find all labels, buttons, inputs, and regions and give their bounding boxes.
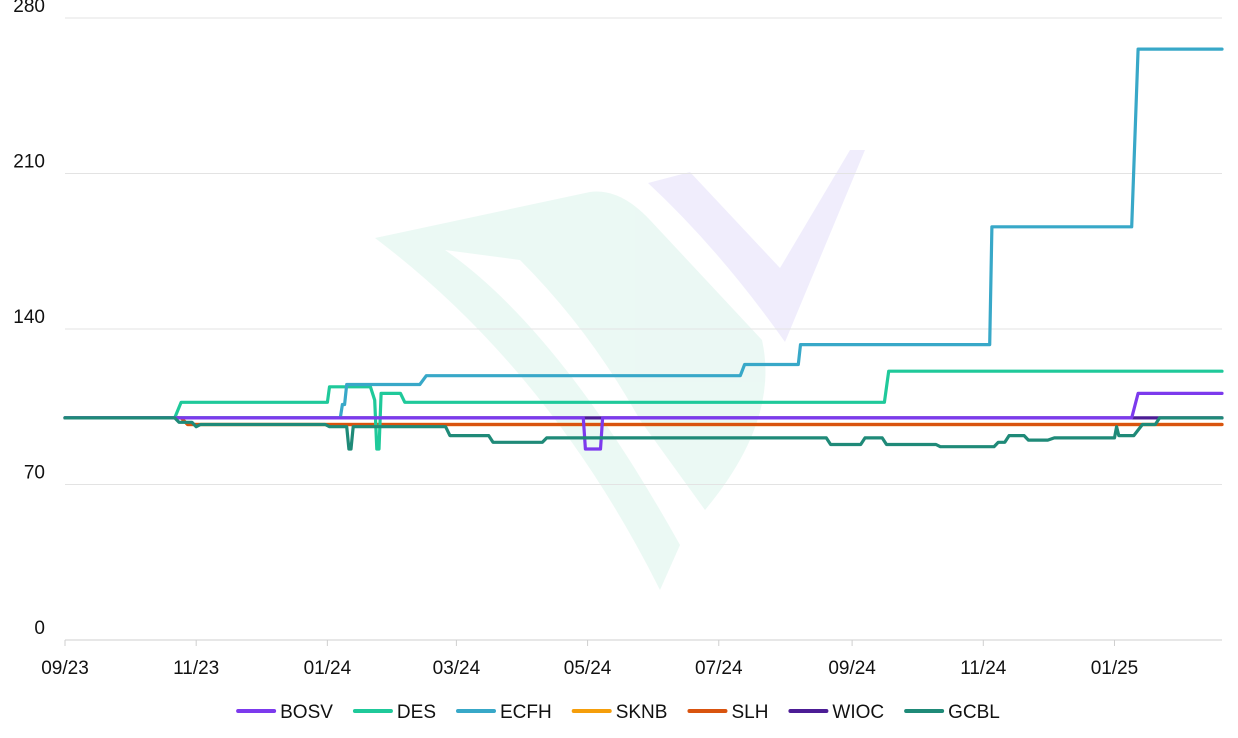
x-tick-label: 09/23 (41, 658, 89, 679)
legend-item-gcbl[interactable]: GCBL (904, 702, 1000, 723)
legend-label: SLH (731, 702, 768, 723)
y-tick-label: 210 (13, 152, 45, 173)
legend-label: SKNB (616, 702, 668, 723)
legend-label: WIOC (832, 702, 884, 723)
y-tick-label: 280 (13, 0, 45, 17)
legend-item-slh[interactable]: SLH (687, 702, 768, 723)
x-tick-label: 05/24 (564, 658, 612, 679)
legend-item-sknb[interactable]: SKNB (571, 702, 668, 723)
legend-item-des[interactable]: DES (352, 702, 436, 723)
legend-label: DES (397, 702, 436, 723)
x-tick-label: 11/24 (960, 658, 1007, 679)
legend-label: ECFH (500, 702, 552, 723)
legend-item-ecfh[interactable]: ECFH (455, 702, 552, 723)
series-lines (63, 47, 1224, 451)
legend-item-bosv[interactable]: BOSV (236, 702, 333, 723)
y-tick-label: 70 (24, 463, 45, 484)
watermark-logo-left-stroke (375, 191, 766, 591)
watermark-logo (375, 150, 865, 591)
series-line-des (63, 369, 1224, 451)
x-tick-label: 07/24 (695, 658, 743, 679)
x-tick-label: 01/24 (304, 658, 352, 679)
x-tick-label: 03/24 (433, 658, 481, 679)
y-tick-label: 140 (13, 307, 45, 328)
x-tick-label: 09/24 (828, 658, 876, 679)
watermark-logo-right-stroke (648, 150, 865, 342)
series-line-bosv (63, 391, 1224, 451)
axes: 0 70 140 210 280 09/23 11/23 01/24 03/24 05/24 07/… (13, 0, 1222, 679)
x-tick-label: 11/23 (173, 658, 219, 679)
x-tick-label: 01/25 (1091, 658, 1139, 679)
series-line-ecfh (63, 47, 1224, 420)
legend-item-wioc[interactable]: WIOC (788, 702, 884, 723)
legend: BOSV DES ECFH SKNB SLH WIOC GCBL (236, 702, 1000, 723)
legend-label: BOSV (280, 702, 333, 723)
y-tick-label: 0 (34, 618, 45, 639)
series-line-gcbl (63, 416, 1224, 451)
legend-label: GCBL (948, 702, 1000, 723)
grid-lines (65, 17, 1222, 485)
